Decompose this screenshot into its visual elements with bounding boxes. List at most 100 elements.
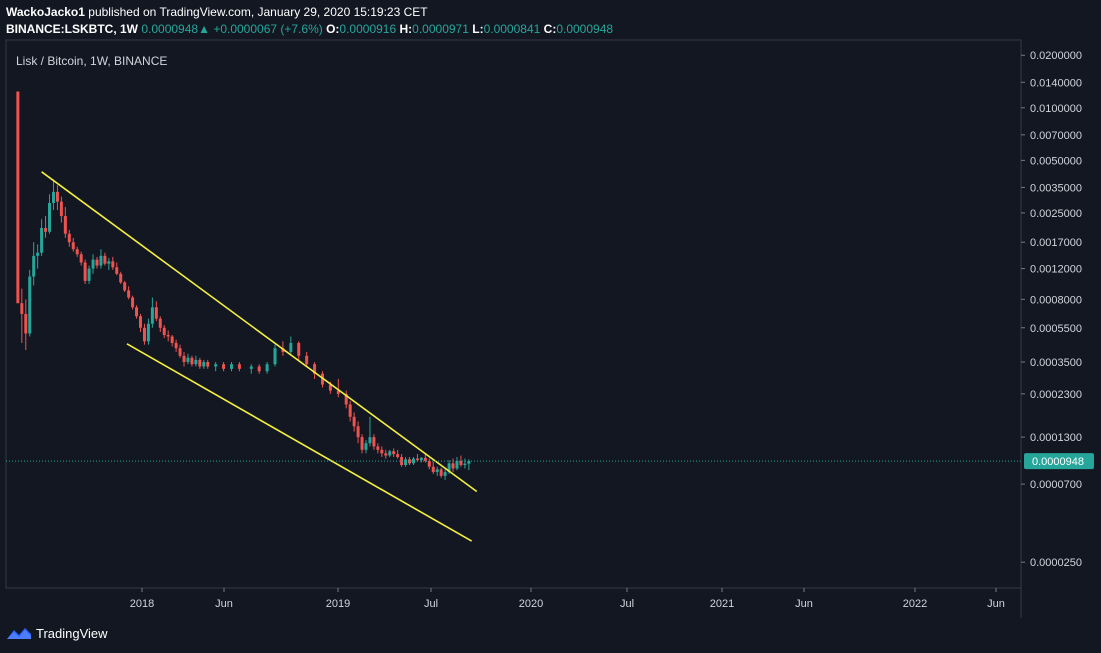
candle-body — [135, 307, 139, 317]
candle-body — [320, 373, 324, 385]
x-tick-label: 2019 — [326, 598, 350, 610]
candle — [44, 216, 48, 238]
candle-body — [48, 202, 52, 232]
candle-body — [392, 451, 396, 455]
candle — [408, 457, 412, 466]
price-axis[interactable]: 0.0200000 0.0140000 0.0100000 0.0070000 0.00… — [1021, 50, 1082, 569]
y-tick-label: 0.0000700 — [1030, 479, 1082, 491]
last-price-tag-text: 0.0000948 — [1032, 456, 1084, 468]
candle-body — [40, 227, 44, 253]
candle — [257, 364, 261, 374]
candle — [431, 461, 435, 474]
plot-frame — [5, 39, 1022, 589]
candle-body — [119, 273, 123, 283]
candle-body — [328, 384, 332, 391]
candle-body — [289, 342, 293, 352]
candle-body — [427, 460, 431, 467]
candle-body — [313, 364, 317, 374]
candle — [91, 254, 95, 274]
candle — [71, 237, 75, 252]
y-tick-label: 0.0017000 — [1030, 237, 1082, 249]
tradingview-logo-icon — [7, 628, 31, 639]
candle-body — [336, 390, 340, 394]
candle-body — [123, 282, 127, 291]
candle — [400, 454, 404, 467]
candle-body — [257, 366, 261, 372]
candle — [48, 194, 52, 234]
candle-body — [127, 290, 131, 298]
candle-body — [182, 355, 186, 363]
candle — [423, 454, 427, 463]
x-tick-label: 2020 — [519, 598, 543, 610]
candle-body — [131, 297, 135, 308]
candle-body — [214, 364, 218, 367]
candle-body — [150, 307, 154, 324]
candle-body — [249, 366, 253, 369]
candle — [174, 339, 178, 352]
candle-body — [380, 449, 384, 454]
y-tick-label: 0.0200000 — [1030, 50, 1082, 62]
x-tick-label: Jun — [215, 598, 233, 610]
candle-body — [111, 261, 115, 268]
trendline-upper[interactable] — [41, 171, 478, 493]
candle-body — [174, 342, 178, 349]
candle — [198, 357, 202, 369]
candle-body — [459, 460, 463, 466]
candle — [16, 91, 20, 304]
candle — [415, 454, 419, 462]
up-arrow-icon: ▲ — [198, 22, 210, 36]
candle — [111, 256, 115, 270]
candle — [222, 362, 226, 372]
candle — [214, 362, 218, 372]
candle — [297, 341, 301, 360]
candle-body — [376, 446, 380, 450]
footer-brand[interactable]: TradingView — [6, 625, 108, 641]
candle — [158, 316, 162, 333]
candle-body — [229, 364, 233, 369]
symbol-label: BINANCE:LSKBTC, 1W — [6, 22, 138, 36]
candle — [396, 449, 400, 459]
y-tick-label: 0.0050000 — [1030, 155, 1082, 167]
candle — [427, 458, 431, 470]
candle-body — [194, 359, 198, 365]
candle-body — [348, 404, 352, 417]
candle-body — [423, 457, 427, 461]
candle — [87, 265, 91, 284]
y-tick-label: 0.0025000 — [1030, 208, 1082, 220]
candle — [249, 364, 253, 374]
open-label: O: — [326, 22, 340, 36]
candle-body — [360, 437, 364, 450]
candle-body — [75, 249, 79, 255]
candle — [170, 334, 174, 347]
candle-body — [400, 457, 404, 466]
candle — [419, 457, 423, 463]
y-tick-label: 0.0012000 — [1030, 264, 1082, 276]
candle-body — [388, 451, 392, 456]
candle-body — [396, 454, 400, 458]
candle-body — [408, 459, 412, 464]
trendline-lower[interactable] — [126, 343, 473, 542]
candle — [352, 412, 356, 432]
candle-body — [344, 393, 348, 405]
candle — [67, 229, 71, 247]
candle — [463, 458, 467, 469]
y-tick-label: 0.0003500 — [1030, 357, 1082, 369]
candle-body — [237, 364, 241, 369]
candle — [273, 344, 277, 367]
x-tick-label: 2018 — [130, 598, 154, 610]
candle-body — [265, 364, 269, 372]
candle — [229, 362, 233, 372]
candle-body — [63, 216, 67, 234]
candle — [368, 416, 372, 447]
candle-body — [99, 255, 103, 266]
candle-body — [44, 227, 48, 232]
candle-body — [95, 259, 99, 266]
candle — [190, 355, 194, 367]
x-tick-label: Jun — [795, 598, 813, 610]
author-name[interactable]: WackoJacko1 — [6, 5, 85, 19]
candle — [356, 421, 360, 444]
last-price-tag-bg — [1024, 453, 1094, 470]
candle — [154, 301, 158, 322]
time-axis[interactable]: 2018 Jun 2019 Jul 2020 Jul 2021 Jun 2022 Jun — [130, 588, 1005, 610]
